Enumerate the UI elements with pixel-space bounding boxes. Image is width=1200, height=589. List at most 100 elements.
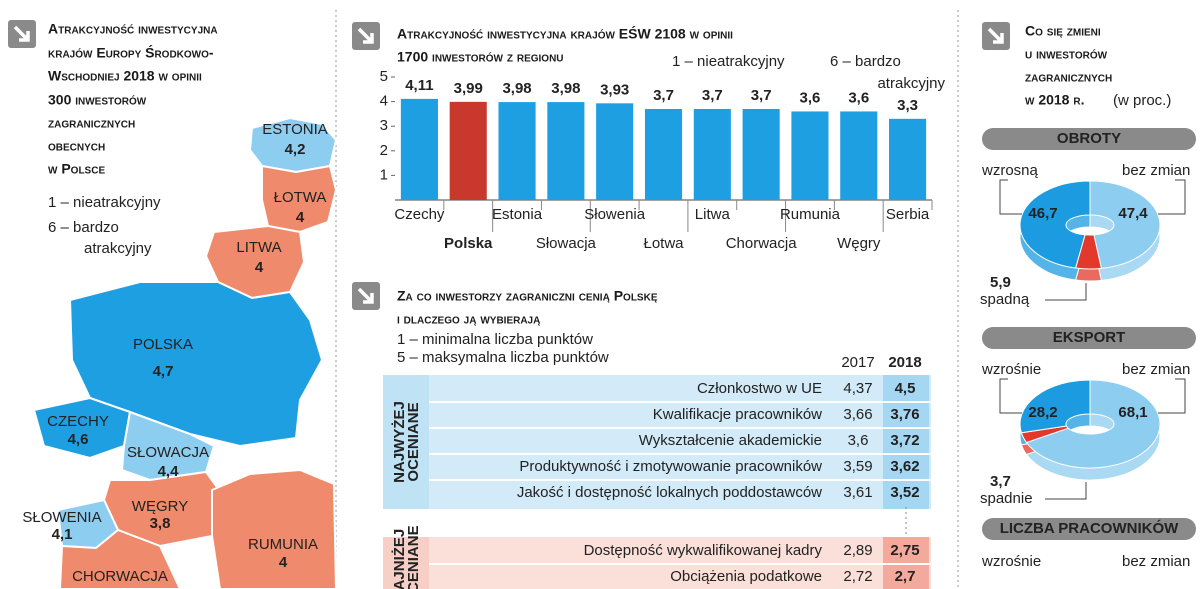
x-tick-label: Węgry xyxy=(837,235,881,252)
section-title: EKSPORT xyxy=(1053,329,1126,346)
table-note: 1 – minimalna liczba punktów xyxy=(397,331,593,348)
changes-title: u inwestorów xyxy=(1025,46,1108,62)
country-value: 4 xyxy=(255,259,264,276)
y-tick-label: 5 xyxy=(380,68,388,85)
x-tick-label: Rumunia xyxy=(780,206,841,223)
chart-note: atrakcyjny xyxy=(877,75,945,92)
leader-line xyxy=(999,179,1022,215)
x-tick-label: Łotwa xyxy=(643,235,684,252)
bar xyxy=(547,102,585,200)
map-title: zagranicznych xyxy=(48,115,135,131)
bar xyxy=(644,108,683,200)
x-tick-label: Słowenia xyxy=(584,206,646,223)
value-label: 28,2 xyxy=(1028,404,1057,421)
section-pill xyxy=(982,518,1196,540)
x-tick-label: Słowacja xyxy=(536,235,597,252)
row-label: Dostępność wykwalifikowanej kadry xyxy=(584,542,823,559)
country-shape xyxy=(211,468,338,589)
chart-note: 1 – nieatrakcyjny xyxy=(672,53,785,70)
cell: 3,52 xyxy=(890,484,919,501)
cell: 3,59 xyxy=(843,458,872,475)
country-value: 4 xyxy=(296,209,305,226)
country-name: WĘGRY xyxy=(132,498,188,515)
bar xyxy=(596,103,634,200)
bar xyxy=(742,108,780,200)
pie-slice xyxy=(1025,379,1161,469)
map-title: krajów Europy Środkowo- xyxy=(48,44,214,61)
country-name: RUMUNIA xyxy=(248,536,318,553)
value-label: 3,98 xyxy=(551,80,580,97)
leader-line xyxy=(1045,482,1087,500)
cell: 4,5 xyxy=(895,380,916,397)
group-bg xyxy=(383,375,931,509)
group-label: OCENIANE xyxy=(405,402,422,481)
arrow-icon xyxy=(350,20,382,52)
bar xyxy=(791,111,829,200)
x-tick-label: Serbia xyxy=(886,206,930,223)
group-strip xyxy=(383,375,429,509)
value-label: 3,7 xyxy=(653,87,674,104)
map-title: 300 inwestorów xyxy=(48,92,147,108)
country-name: SŁOWENIA xyxy=(22,509,101,526)
changes-title: w 2018 r. xyxy=(1025,92,1084,108)
x-tick-label: Czechy xyxy=(394,206,445,223)
x-tick-label: Estonia xyxy=(492,206,543,223)
bar xyxy=(400,98,438,200)
cell: 3,62 xyxy=(890,458,919,475)
bar xyxy=(449,101,487,200)
pie-slice xyxy=(1089,180,1161,269)
country-name: ESTONIA xyxy=(262,121,328,138)
table-title: i dlaczego ją wybierają xyxy=(397,311,540,327)
map-title: w Polsce xyxy=(48,161,105,177)
value-label: 3,6 xyxy=(848,89,869,106)
country-value: 3,8 xyxy=(150,515,171,532)
country-value: 4,1 xyxy=(52,526,73,543)
table-note: 5 – maksymalna liczba punktów xyxy=(397,349,609,366)
highlight-column xyxy=(883,375,929,509)
country-value: 4,2 xyxy=(285,141,306,158)
row-label: Członkostwo w UE xyxy=(697,380,822,397)
changes-unit: (w proc.) xyxy=(1113,92,1171,109)
legend-label: wzrośnie xyxy=(981,553,1041,570)
y-tick-label: 4 xyxy=(380,93,388,110)
value-label: 3,7 xyxy=(990,473,1011,490)
changes-title: Co się zmieni xyxy=(1025,23,1101,39)
chart-title: Atrakcyjność inwestycyjna krajów EŚW 210… xyxy=(397,25,733,42)
country-name: ŁOTWA xyxy=(274,189,327,206)
cell: 2,75 xyxy=(890,542,919,559)
country-value: 4 xyxy=(279,554,288,571)
country-name: SŁOWACJA xyxy=(127,444,209,461)
country-value: 4,7 xyxy=(153,363,174,380)
group-strip xyxy=(383,537,429,589)
country-shape xyxy=(120,410,216,482)
bar xyxy=(498,102,536,200)
cell: 4,37 xyxy=(843,380,872,397)
value-label: 5,9 xyxy=(990,274,1011,291)
legend-label: bez zmian xyxy=(1122,162,1190,179)
legend-label: spadną xyxy=(980,291,1030,308)
cell: 2,7 xyxy=(895,568,916,585)
leader-line xyxy=(1158,378,1186,414)
row-label: Obciążenia podatkowe xyxy=(670,568,822,585)
bar xyxy=(840,111,878,200)
map-note: atrakcyjny xyxy=(84,240,152,257)
value-label: 3,99 xyxy=(454,80,483,97)
section-pill xyxy=(982,128,1196,150)
map-title: Atrakcyjność inwestycyjna xyxy=(48,21,218,37)
x-tick-label: Litwa xyxy=(695,206,731,223)
group-label: NAJWYŻEJ xyxy=(391,401,408,483)
cell: 3,76 xyxy=(890,406,919,423)
map-note: 1 – nieatrakcyjny xyxy=(48,194,161,211)
value-label: 3,6 xyxy=(800,89,821,106)
leader-line xyxy=(999,378,1022,414)
cell: 3,72 xyxy=(890,432,919,449)
legend-label: wzrosną xyxy=(981,162,1039,179)
arrow-icon xyxy=(6,18,38,50)
legend-label: spadnie xyxy=(980,490,1033,507)
map xyxy=(32,116,338,589)
leader-line xyxy=(1045,283,1087,301)
chart-title: 1700 inwestorów z regionu xyxy=(397,49,564,65)
map-title: obecnych xyxy=(48,138,105,154)
value-label: 4,11 xyxy=(405,77,433,94)
